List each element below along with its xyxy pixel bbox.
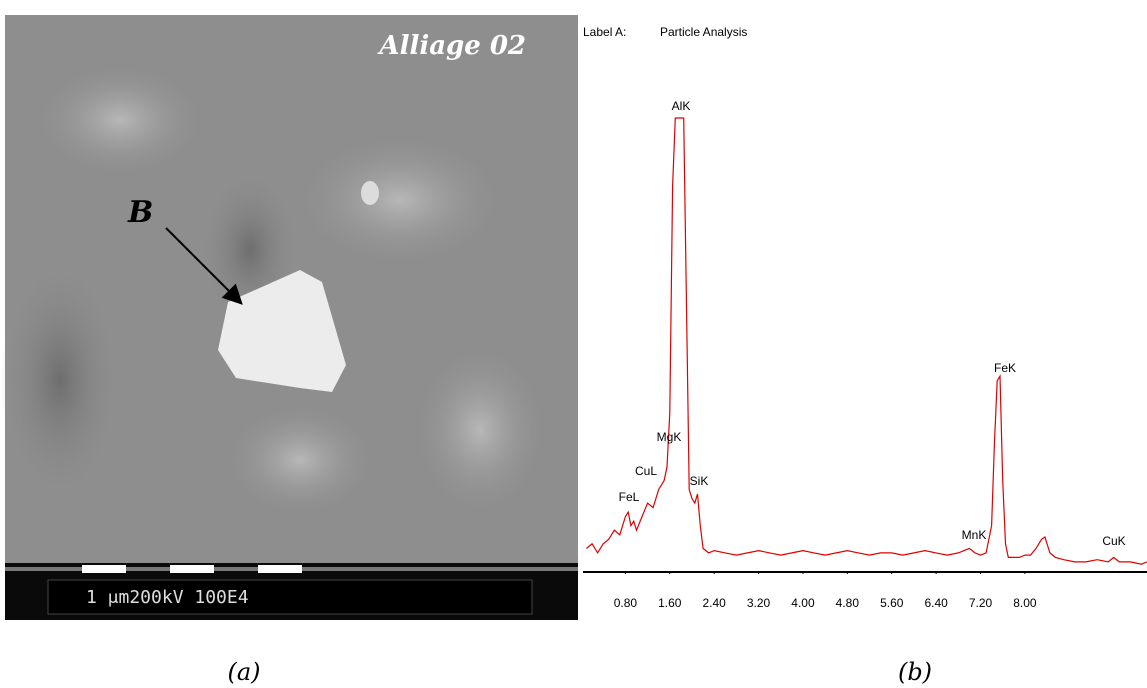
peak-label: MgK: [657, 430, 682, 444]
sem-image: 1 μm200kV 100E4 Alliage 02 B: [0, 15, 578, 620]
peak-label: AlK: [672, 99, 691, 113]
sem-particle: [361, 181, 379, 205]
caption: (a): [227, 658, 260, 686]
sem-texture: [410, 340, 550, 520]
x-tick-label: 4.80: [836, 596, 860, 610]
sem-texture: [290, 130, 510, 270]
scale-box: [47, 579, 533, 615]
peak-label: FeK: [994, 361, 1016, 375]
x-tick-label: 6.40: [924, 596, 948, 610]
sem-particle: [218, 270, 346, 392]
x-tick-label: 1.60: [658, 596, 682, 610]
arrow: [165, 227, 243, 305]
x-tick-label: 5.60: [880, 596, 904, 610]
x-tick-label: 4.00: [791, 596, 815, 610]
scale-dash: [170, 565, 214, 573]
label-key: Label A:: [583, 25, 626, 39]
scale-dash: [258, 565, 302, 573]
peak-label: FeL: [619, 490, 640, 504]
peak-label: CuL: [635, 464, 657, 478]
marker-label: B: [127, 195, 153, 230]
scale-text: 1 μm200kV 100E4: [86, 587, 249, 608]
sem-texture: [30, 60, 210, 180]
scale-dash: [82, 565, 126, 573]
sem-texture: [220, 400, 380, 520]
caption: (b): [898, 658, 932, 686]
panel-title: Alliage 02: [376, 31, 526, 61]
x-tick-label: 0.80: [614, 596, 638, 610]
x-tick-label: 8.00: [1013, 596, 1037, 610]
spectrum-line: [586, 117, 1147, 565]
chart-title: Particle Analysis: [660, 25, 747, 39]
x-tick-label: 2.40: [702, 596, 726, 610]
peak-label: CuK: [1102, 534, 1125, 548]
sem-texture: [0, 260, 120, 500]
peak-label: SiK: [690, 474, 709, 488]
x-tick-label: 3.20: [747, 596, 771, 610]
x-tick-label: 7.20: [969, 596, 993, 610]
peak-label: MnK: [962, 528, 987, 542]
